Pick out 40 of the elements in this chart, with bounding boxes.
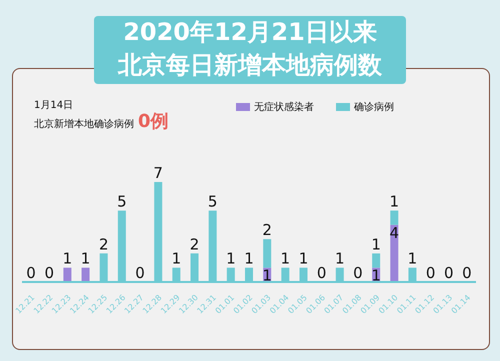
data-label: 1 xyxy=(390,192,400,211)
data-label: 0 xyxy=(444,264,454,282)
data-label: 1 xyxy=(335,250,345,268)
bar xyxy=(263,239,272,268)
data-label: 7 xyxy=(153,164,163,182)
data-label: 1 xyxy=(298,250,308,268)
data-label: 0 xyxy=(135,264,145,282)
text: 北京新增本地确诊病例 xyxy=(34,118,134,131)
legend-label: 无症状感染者 xyxy=(253,100,314,114)
data-label: 5 xyxy=(117,192,127,211)
data-label: 1 xyxy=(262,266,272,285)
data-label: 5 xyxy=(208,192,218,211)
bar xyxy=(372,253,380,268)
data-label: 2 xyxy=(190,235,200,254)
text: 1月14日 xyxy=(34,99,74,112)
data-label: 0 xyxy=(426,264,436,282)
chart-title: 2020年12月21日以来 xyxy=(122,17,378,47)
data-label: 2 xyxy=(262,221,272,240)
data-label: 0 xyxy=(26,264,36,282)
data-label: 2 xyxy=(98,235,108,254)
bar xyxy=(82,268,90,282)
data-label: 4 xyxy=(390,224,400,242)
bar xyxy=(63,268,72,282)
data-label: 1 xyxy=(172,250,182,268)
data-label: 1 xyxy=(226,250,236,268)
bar xyxy=(390,210,398,225)
legend-label: 确诊病例 xyxy=(353,100,394,114)
data-label: 1 xyxy=(244,250,254,268)
data-label: 0 xyxy=(316,264,326,282)
data-label: 1 xyxy=(408,250,418,268)
data-label: 1 xyxy=(371,266,381,285)
text: 0例 xyxy=(138,111,169,132)
data-label: 1 xyxy=(62,250,72,268)
data-label: 1 xyxy=(371,235,381,254)
data-label: 0 xyxy=(462,264,472,282)
data-label: 1 xyxy=(280,250,290,268)
data-label: 0 xyxy=(353,264,363,282)
data-label: 0 xyxy=(44,264,54,282)
chart-subtitle: 北京每日新增本地病例数 xyxy=(116,50,383,81)
data-label: 1 xyxy=(80,250,90,268)
